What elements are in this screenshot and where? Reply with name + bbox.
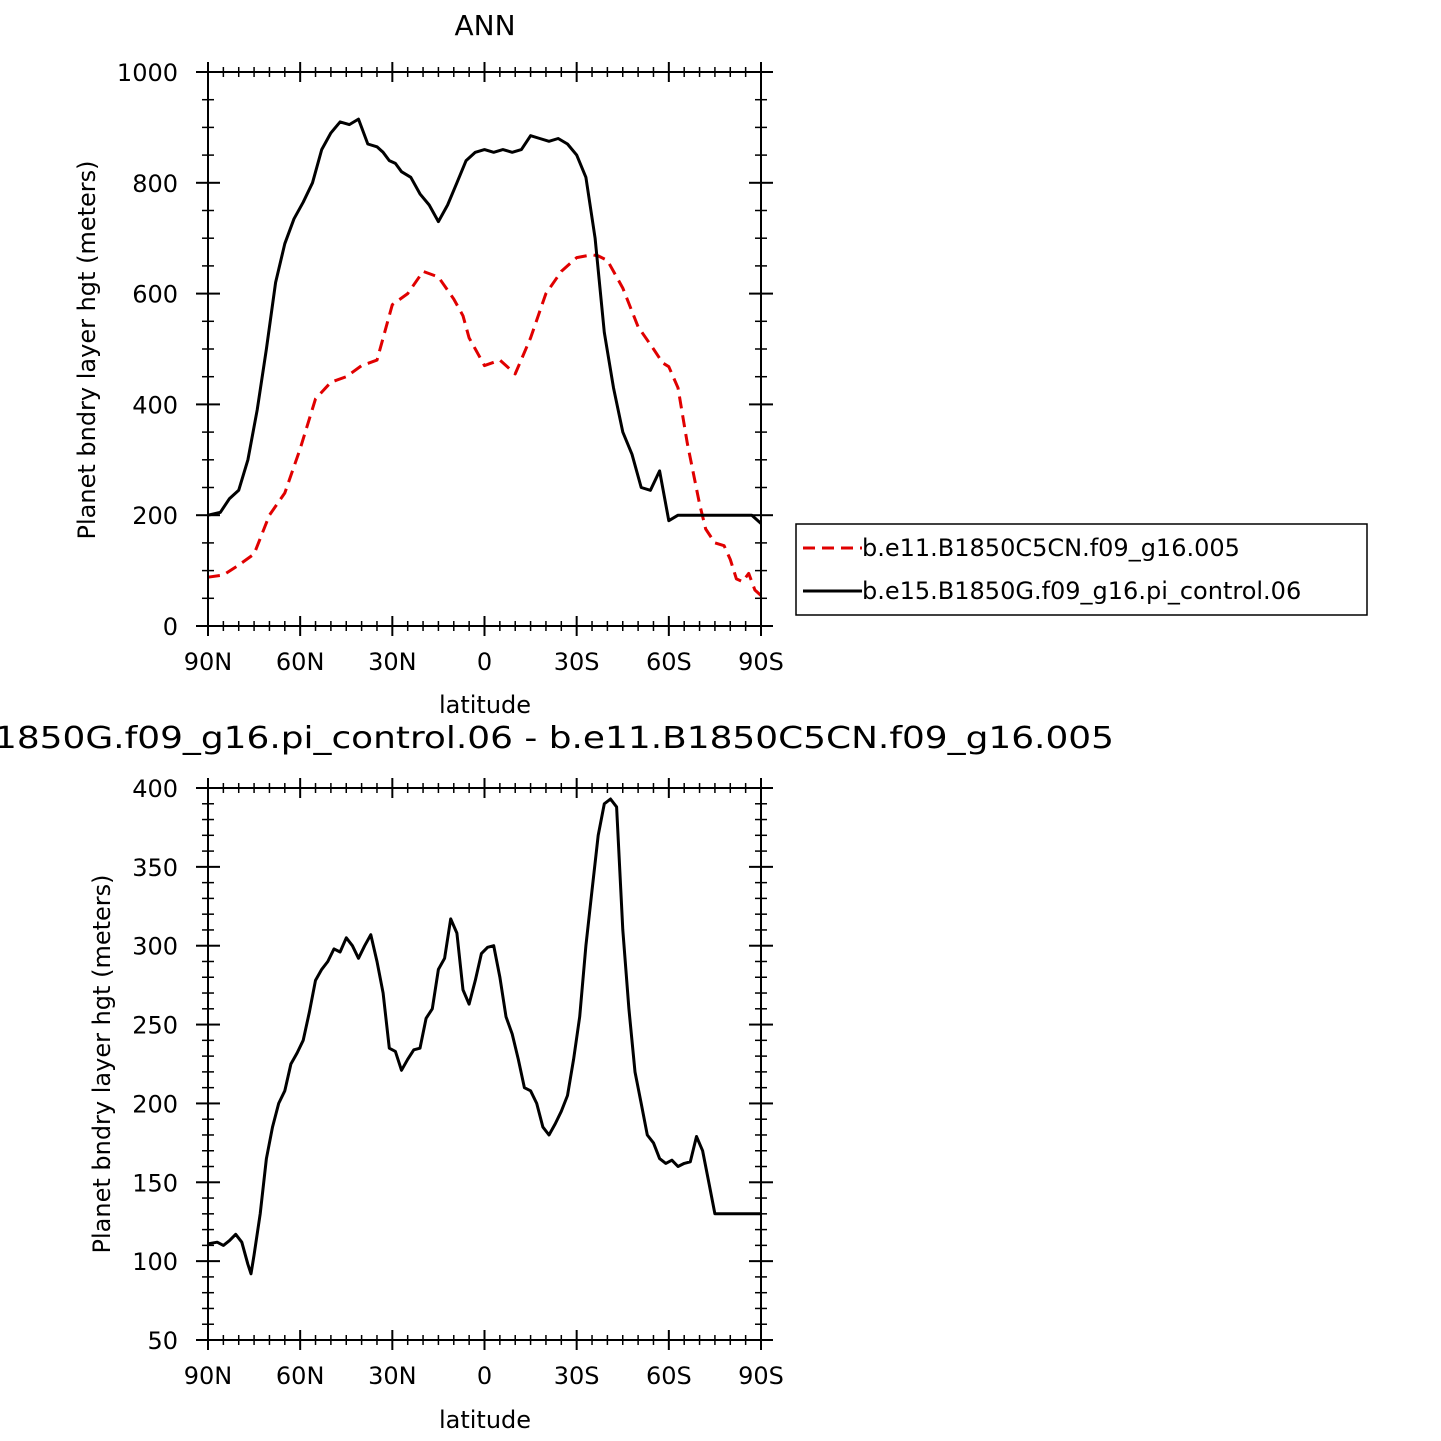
top-series-line-2 xyxy=(207,117,763,525)
bottom-chart-title: b.e15.B1850G.f09_g16.pi_control.06 - b.e… xyxy=(0,721,1114,756)
bottom-y-tick-label: 350 xyxy=(132,854,178,882)
bottom-x-tick-label: 0 xyxy=(477,1362,492,1390)
bottom-y-tick-label: 100 xyxy=(132,1248,178,1276)
legend-label-series-1: b.e11.B1850C5CN.f09_g16.005 xyxy=(862,534,1240,562)
legend: b.e11.B1850C5CN.f09_g16.005 b.e15.B1850G… xyxy=(795,523,1368,616)
legend-box xyxy=(795,523,1368,616)
top-y-axis-label: Planet bndry layer hgt (meters) xyxy=(73,161,101,540)
top-y-tick-label: 200 xyxy=(132,502,178,530)
bottom-y-tick-label: 250 xyxy=(132,1012,178,1040)
bottom-x-tick-label: 90N xyxy=(184,1362,233,1390)
top-x-tick-label: 90N xyxy=(184,648,233,676)
bottom-axis-ticks: 90N 60N 30N 0 30S 60S 90S 50 100 150 200 250 300 350 4… xyxy=(132,775,784,1390)
top-y-tick-label: 0 xyxy=(163,613,178,641)
bottom-y-tick-label: 150 xyxy=(132,1169,178,1197)
bottom-y-axis-label: Planet bndry layer hgt (meters) xyxy=(88,875,116,1254)
top-x-axis-label: latitude xyxy=(439,691,531,719)
top-x-tick-label: 30N xyxy=(368,648,417,676)
top-x-tick-label: 0 xyxy=(477,648,492,676)
top-y-tick-label: 1000 xyxy=(117,59,178,87)
top-chart: ANN latitude Planet bndry layer hgt (met… xyxy=(73,9,784,719)
bottom-chart: b.e15.B1850G.f09_g16.pi_control.06 - b.e… xyxy=(0,721,1114,1434)
top-series-line-1 xyxy=(207,253,763,597)
top-y-tick-label: 800 xyxy=(132,170,178,198)
bottom-x-tick-label: 60S xyxy=(646,1362,692,1390)
top-x-tick-label: 90S xyxy=(738,648,784,676)
top-y-tick-label: 400 xyxy=(132,391,178,419)
bottom-plot-frame xyxy=(207,787,762,1341)
bottom-y-tick-label: 200 xyxy=(132,1090,178,1118)
bottom-x-tick-label: 30N xyxy=(368,1362,417,1390)
top-series-group xyxy=(207,117,763,597)
top-x-tick-label: 60S xyxy=(646,648,692,676)
bottom-y-tick-label: 300 xyxy=(132,933,178,961)
bottom-x-axis-label: latitude xyxy=(439,1406,531,1434)
top-axis-ticks: 90N 60N 30N 0 30S 60S 90S 0 200 400 600 800 1000 xyxy=(117,59,784,676)
bottom-x-tick-label: 30S xyxy=(554,1362,600,1390)
top-y-tick-label: 600 xyxy=(132,281,178,309)
top-x-tick-label: 60N xyxy=(276,648,325,676)
bottom-y-tick-label: 400 xyxy=(132,775,178,803)
top-chart-title: ANN xyxy=(454,9,515,42)
legend-label-series-2: b.e15.B1850G.f09_g16.pi_control.06 xyxy=(862,577,1301,605)
bottom-series-group xyxy=(207,797,761,1276)
bottom-y-tick-label: 50 xyxy=(147,1327,178,1355)
bottom-series-line-1 xyxy=(207,797,761,1276)
bottom-x-tick-label: 90S xyxy=(738,1362,784,1390)
top-plot-frame xyxy=(207,71,762,627)
top-x-tick-label: 30S xyxy=(554,648,600,676)
bottom-x-tick-label: 60N xyxy=(276,1362,325,1390)
